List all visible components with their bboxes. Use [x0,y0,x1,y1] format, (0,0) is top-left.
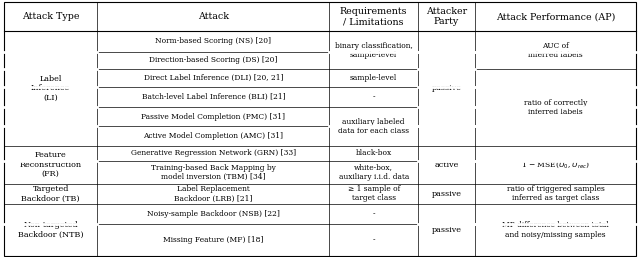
Text: Attack Type: Attack Type [22,12,79,21]
Text: Direction-based Scoring (DS) [20]: Direction-based Scoring (DS) [20] [149,57,278,64]
Text: Generative Regression Network (GRN) [33]: Generative Regression Network (GRN) [33] [131,149,296,157]
Text: Direct Label Inference (DLI) [20, 21]: Direct Label Inference (DLI) [20, 21] [144,74,284,82]
Text: Label Replacement
Backdoor (LRB) [21]: Label Replacement Backdoor (LRB) [21] [174,185,253,202]
Text: binary classification,
sample-level: binary classification, sample-level [335,42,413,59]
Text: Batch-level Label Inference (BLI) [21]: Batch-level Label Inference (BLI) [21] [141,93,285,101]
Text: passive: passive [431,226,461,234]
Text: Targeted
Backdoor (TB): Targeted Backdoor (TB) [21,185,80,202]
Text: Training-based Back Mapping by
model inversion (TBM) [34]: Training-based Back Mapping by model inv… [151,164,276,181]
Text: Attack Performance (AP): Attack Performance (AP) [496,12,615,21]
Text: sample-level: sample-level [350,74,397,82]
Text: Norm-based Scoring (NS) [20]: Norm-based Scoring (NS) [20] [156,37,271,45]
Text: auxiliary labeled
data for each class: auxiliary labeled data for each class [338,118,410,135]
Text: Requirements
/ Limitations: Requirements / Limitations [340,7,408,26]
Text: black-box: black-box [356,149,392,157]
Text: Attack: Attack [198,12,229,21]
Text: AUC of
inferred labels: AUC of inferred labels [528,42,583,59]
Text: ratio of triggered samples
inferred as target class: ratio of triggered samples inferred as t… [507,185,604,202]
Text: 1 $-$ MSE($U_0$, $U_{rec}$): 1 $-$ MSE($U_0$, $U_{rec}$) [521,159,590,170]
Text: Missing Feature (MF) [18]: Missing Feature (MF) [18] [163,236,264,244]
Text: Feature
Reconstruction
(FR): Feature Reconstruction (FR) [20,151,82,178]
Text: Active Model Completion (AMC) [31]: Active Model Completion (AMC) [31] [143,132,284,140]
Text: MP difference between total
and noisy/missing samples: MP difference between total and noisy/mi… [502,221,609,239]
Text: -: - [372,236,375,244]
Text: Label
Inference
(LI): Label Inference (LI) [31,75,70,102]
Text: ≥ 1 sample of
target class: ≥ 1 sample of target class [348,185,400,202]
Text: -: - [372,210,375,218]
Text: active: active [435,160,459,168]
Text: Non-targeted
Backdoor (NTB): Non-targeted Backdoor (NTB) [18,221,83,239]
Text: -: - [372,93,375,101]
Text: ratio of correctly
inferred labels: ratio of correctly inferred labels [524,99,587,116]
Text: passive: passive [431,190,461,198]
Text: passive: passive [431,84,461,92]
Text: Passive Model Completion (PMC) [31]: Passive Model Completion (PMC) [31] [141,113,285,121]
Text: Attacker
Party: Attacker Party [426,7,467,26]
Text: white-box,
auxiliary i.i.d. data: white-box, auxiliary i.i.d. data [339,164,409,181]
Text: Noisy-sample Backdoor (NSB) [22]: Noisy-sample Backdoor (NSB) [22] [147,210,280,218]
